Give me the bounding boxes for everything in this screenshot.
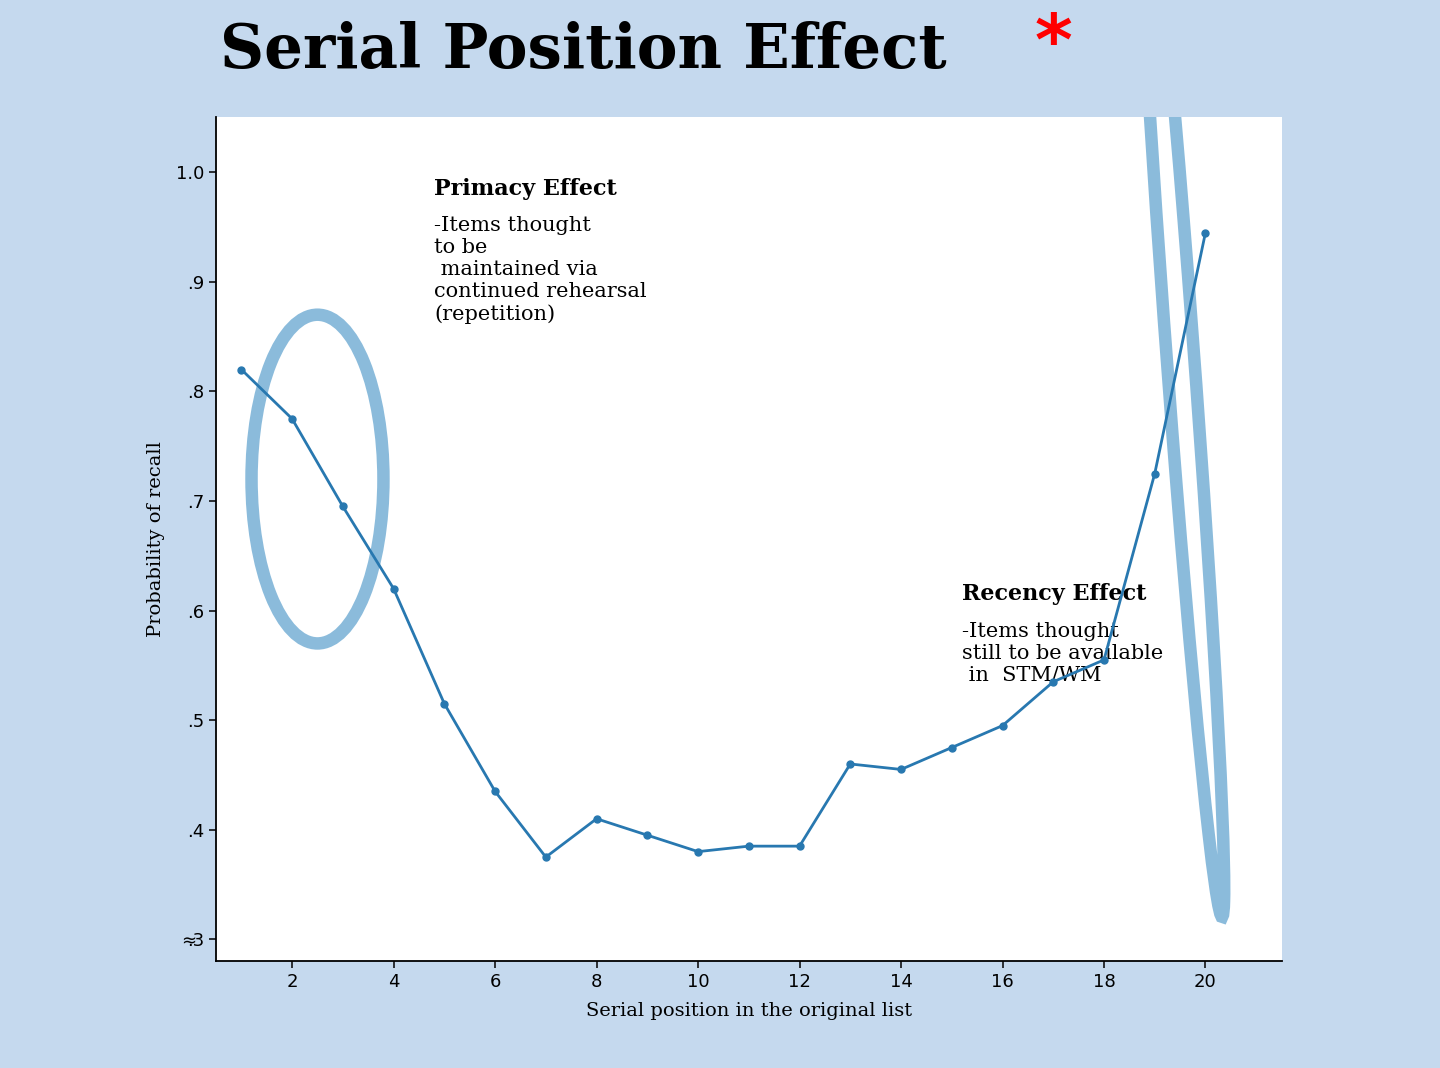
X-axis label: Serial position in the original list: Serial position in the original list — [586, 1002, 912, 1020]
Text: Serial Position Effect: Serial Position Effect — [219, 20, 946, 81]
Y-axis label: Probability of recall: Probability of recall — [147, 441, 164, 638]
Text: -Items thought
still to be available
 in  STM/WM: -Items thought still to be available in … — [962, 622, 1164, 685]
Text: Recency Effect: Recency Effect — [962, 583, 1146, 606]
Text: -Items thought
to be
 maintained via
continued rehearsal
(repetition): -Items thought to be maintained via cont… — [435, 216, 647, 324]
Text: Primacy Effect: Primacy Effect — [435, 177, 616, 200]
Text: *: * — [1034, 11, 1073, 80]
Text: $\approx$: $\approx$ — [179, 931, 197, 948]
